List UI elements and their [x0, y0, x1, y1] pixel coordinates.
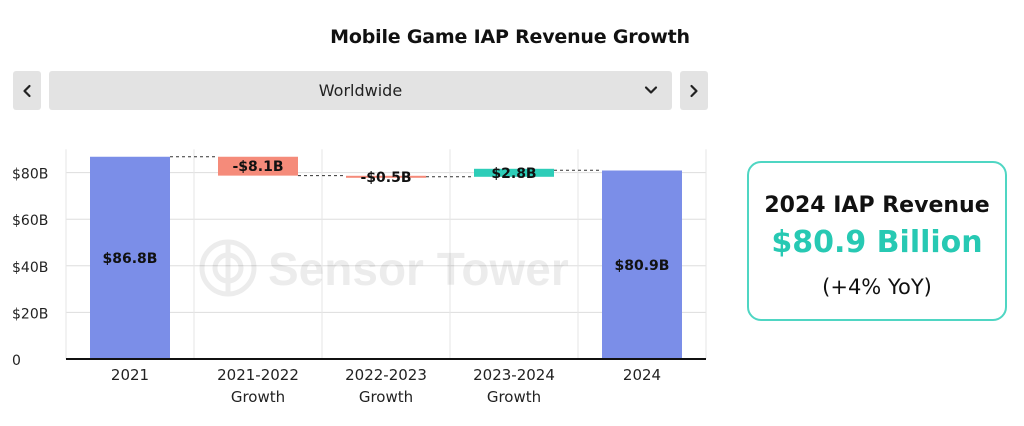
chart-title: Mobile Game IAP Revenue Growth — [330, 26, 690, 48]
x-tick-label: 2022-2023 — [345, 366, 427, 384]
chevron-right-icon — [690, 84, 698, 97]
chevron-down-icon — [644, 86, 658, 94]
previous-button[interactable] — [13, 71, 41, 110]
x-tick-label: Growth — [231, 388, 285, 406]
kpi-card: 2024 IAP Revenue $80.9 Billion (+4% YoY) — [747, 161, 1007, 321]
x-tick-label: Growth — [487, 388, 541, 406]
data-label: -$0.5B — [360, 170, 411, 186]
x-tick-label: 2023-2024 — [473, 366, 555, 384]
y-tick-label: $60B — [12, 213, 48, 229]
waterfall-chart: Sensor Tower $86.8B -$8.1B -$0.5B $2.8B $80.… — [12, 149, 707, 406]
y-tick-label: $80B — [12, 167, 48, 183]
svg-text:Sensor Tower: Sensor Tower — [268, 243, 569, 295]
kpi-value: $80.9 Billion — [771, 225, 983, 260]
x-tick-label: 2024 — [623, 366, 661, 384]
y-tick-label: $40B — [12, 260, 48, 276]
bar — [218, 156, 298, 176]
kpi-change: (+4% YoY) — [822, 275, 932, 299]
bar — [474, 168, 554, 177]
kpi-label: 2024 IAP Revenue — [764, 193, 990, 218]
bar — [90, 156, 170, 359]
x-tick-label: Growth — [359, 388, 413, 406]
y-tick-label: 0 — [12, 353, 21, 369]
sensor-tower-watermark: Sensor Tower — [199, 239, 569, 297]
bar — [602, 170, 682, 359]
data-label: $80.9B — [615, 258, 670, 274]
bar — [346, 175, 426, 178]
region-select-value: Worldwide — [318, 81, 403, 100]
region-select[interactable]: Worldwide — [49, 71, 672, 110]
data-label: $2.8B — [491, 166, 536, 182]
next-button[interactable] — [680, 71, 708, 110]
data-label: $86.8B — [103, 251, 158, 267]
data-label: -$8.1B — [232, 159, 283, 175]
y-tick-label: $20B — [12, 306, 48, 322]
chevron-left-icon — [23, 84, 31, 97]
x-tick-label: 2021 — [111, 366, 149, 384]
x-tick-label: 2021-2022 — [217, 366, 299, 384]
